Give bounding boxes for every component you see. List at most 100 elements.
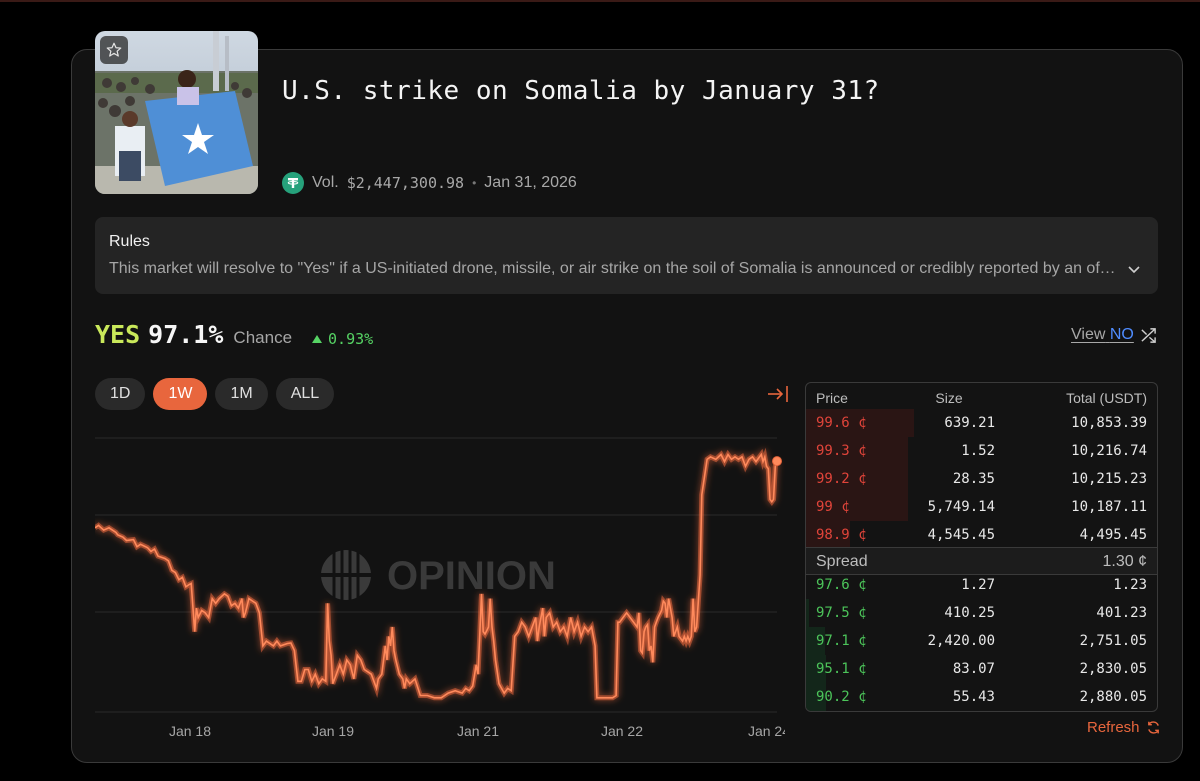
rules-text: This market will resolve to "Yes" if a U… (109, 260, 1119, 277)
order-book-header: Price Size Total (USDT) (806, 383, 1157, 411)
ask-price: 98.9 ¢ (816, 527, 867, 543)
ask-price: 99.6 ¢ (816, 415, 867, 431)
bid-price: 97.5 ¢ (816, 605, 867, 621)
bid-price: 97.6 ¢ (816, 577, 867, 593)
ask-size: 4,545.45 (927, 527, 995, 543)
header-total: Total (USDT) (1066, 390, 1147, 406)
header-price: Price (816, 390, 848, 406)
tab-1m[interactable]: 1M (215, 378, 268, 410)
spread-row: Spread 1.30 ¢ (806, 547, 1157, 575)
bid-total: 2,830.05 (1079, 661, 1147, 677)
bid-total: 1.23 (1113, 577, 1147, 593)
depth-bar (806, 683, 826, 711)
tab-1w[interactable]: 1W (153, 378, 208, 410)
bid-total: 401.23 (1096, 605, 1147, 621)
bid-price: 97.1 ¢ (816, 633, 867, 649)
depth-bar (806, 599, 809, 627)
tab-1d[interactable]: 1D (95, 378, 146, 410)
volume-label: Vol. (312, 174, 339, 191)
price-chart[interactable]: OPINION Jan 18 Jan 19 Jan 21 Jan 22 Jan 24 (95, 420, 785, 740)
x-tick-label: Jan 19 (312, 723, 354, 739)
bid-total: 2,751.05 (1079, 633, 1147, 649)
end-date: Jan 31, 2026 (484, 174, 577, 191)
watermark: OPINION (321, 550, 556, 600)
chance-label: Chance (233, 328, 293, 347)
spread-label: Spread (816, 553, 868, 570)
chance-delta: 0.93% (312, 330, 373, 348)
bid-row[interactable]: 95.1 ¢ 83.07 2,830.05 (806, 655, 1157, 683)
ask-total: 10,853.39 (1071, 415, 1147, 431)
market-thumbnail[interactable] (95, 31, 258, 194)
bid-row[interactable]: 90.2 ¢ 55.43 2,880.05 (806, 683, 1157, 711)
ask-row[interactable]: 99.6 ¢ 639.21 10,853.39 (806, 409, 1157, 437)
bid-size: 83.07 (952, 661, 995, 677)
shuffle-icon (1141, 327, 1156, 343)
ask-row[interactable]: 99 ¢ 5,749.14 10,187.11 (806, 493, 1157, 521)
view-no-link[interactable]: View NO (1071, 326, 1157, 344)
rules-panel[interactable]: Rules This market will resolve to "Yes" … (95, 217, 1158, 294)
ask-size: 28.35 (952, 471, 995, 487)
rules-heading: Rules (109, 233, 150, 250)
ask-price: 99.3 ¢ (816, 443, 867, 459)
bid-row[interactable]: 97.1 ¢ 2,420.00 2,751.05 (806, 627, 1157, 655)
refresh-button[interactable]: Refresh (1087, 719, 1161, 736)
bid-row[interactable]: 97.5 ¢ 410.25 401.23 (806, 599, 1157, 627)
depth-bar (806, 493, 908, 521)
favorite-button[interactable] (100, 36, 128, 64)
watermark-text: OPINION (387, 554, 556, 598)
x-tick-label: Jan 22 (601, 723, 643, 739)
outcome-label: YES (95, 320, 141, 349)
tab-all[interactable]: ALL (275, 378, 335, 410)
bid-size: 2,420.00 (927, 633, 995, 649)
ask-total: 4,495.45 (1079, 527, 1147, 543)
ask-total: 10,187.11 (1071, 499, 1147, 515)
bid-size: 1.27 (961, 577, 995, 593)
x-tick-label: Jan 24 (748, 723, 785, 739)
market-meta: Vol. $2,447,300.98 • Jan 31, 2026 (282, 172, 577, 194)
last-price-point (772, 456, 782, 467)
x-tick-label: Jan 18 (169, 723, 211, 739)
bid-total: 2,880.05 (1079, 689, 1147, 705)
star-icon (106, 42, 122, 57)
refresh-icon (1147, 721, 1159, 734)
depth-bar (806, 655, 826, 683)
depth-bar (806, 409, 914, 437)
bid-size: 410.25 (944, 605, 995, 621)
market-title: U.S. strike on Somalia by January 31? (282, 76, 880, 106)
bid-price: 90.2 ¢ (816, 689, 867, 705)
top-border (0, 0, 1200, 2)
view-label: View (1071, 326, 1106, 343)
bid-price: 95.1 ¢ (816, 661, 867, 677)
bid-size: 55.43 (952, 689, 995, 705)
view-target: NO (1109, 326, 1134, 343)
ask-row[interactable]: 99.2 ¢ 28.35 10,215.23 (806, 465, 1157, 493)
depth-bar (806, 465, 908, 493)
ask-total: 10,215.23 (1071, 471, 1147, 487)
ask-price: 99.2 ¢ (816, 471, 867, 487)
chance-delta-value: 0.93% (328, 330, 374, 348)
volume-value: $2,447,300.98 (346, 174, 465, 192)
price-line (95, 452, 778, 699)
bid-row[interactable]: 97.6 ¢ 1.27 1.23 (806, 571, 1157, 599)
outcome-percent: 97.1% (148, 320, 224, 349)
triangle-up-icon (312, 335, 323, 343)
ask-row[interactable]: 98.9 ¢ 4,545.45 4,495.45 (806, 521, 1157, 549)
x-tick-label: Jan 21 (457, 723, 499, 739)
refresh-label: Refresh (1087, 719, 1140, 736)
timeframe-tabs: 1D 1W 1M ALL (95, 378, 335, 410)
tether-icon (282, 172, 304, 194)
outcome-summary: YES 97.1% Chance 0.93% (95, 320, 373, 349)
depth-bar (806, 437, 908, 465)
opinion-logo-icon (321, 550, 371, 600)
depth-bar (806, 627, 825, 655)
ask-row[interactable]: 99.3 ¢ 1.52 10,216.74 (806, 437, 1157, 465)
ask-size: 5,749.14 (927, 499, 995, 515)
depth-bar (806, 521, 850, 549)
header-size: Size (935, 390, 963, 406)
collapse-right-icon[interactable] (767, 384, 789, 404)
spread-value: 1.30 ¢ (1102, 553, 1147, 570)
order-book: Price Size Total (USDT) 99.6 ¢ 639.21 10,8… (805, 382, 1158, 712)
chevron-down-icon[interactable] (1126, 261, 1142, 277)
ask-total: 10,216.74 (1071, 443, 1147, 459)
ask-price: 99 ¢ (816, 499, 850, 515)
